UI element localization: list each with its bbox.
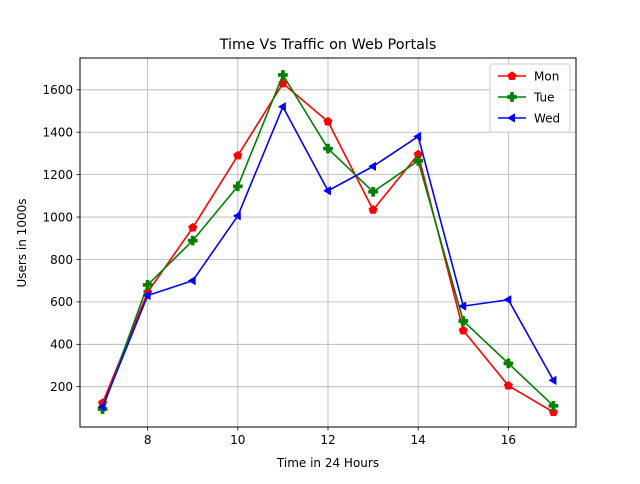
legend-label-mon: Mon: [534, 69, 559, 83]
legend-marker-tue: [507, 92, 517, 102]
legend-marker-mon: [507, 71, 517, 80]
y-axis-label: Users in 1000s: [15, 199, 29, 288]
legend-item-mon: Mon: [498, 69, 559, 83]
data-point-mon: [233, 150, 243, 160]
data-point-mon: [368, 205, 378, 214]
data-point-tue: [413, 156, 424, 166]
series-mon: [97, 78, 559, 417]
data-point-wed: [277, 102, 286, 112]
series-wed: [97, 102, 557, 412]
data-point-tue: [187, 235, 198, 246]
y-tick-label: 600: [50, 295, 73, 309]
data-point-mon: [503, 380, 513, 390]
x-tick-label: 10: [230, 433, 245, 447]
data-point-wed: [503, 295, 512, 305]
data-point-wed: [187, 275, 196, 286]
legend-item-wed: Wed: [498, 111, 560, 125]
data-point-wed: [97, 402, 106, 412]
chart-title: Time Vs Traffic on Web Portals: [219, 37, 437, 53]
data-point-mon: [188, 222, 198, 232]
data-point-tue: [548, 400, 559, 411]
series-group: [97, 70, 559, 417]
data-point-wed: [368, 161, 377, 172]
data-point-tue: [368, 186, 378, 197]
x-axis-label: Time in 24 Hours: [276, 456, 379, 470]
y-tick-label: 800: [50, 253, 73, 267]
y-tick-label: 400: [50, 338, 73, 352]
y-tick-label: 1000: [42, 210, 73, 224]
data-point-wed: [142, 290, 151, 301]
data-point-tue: [503, 358, 514, 369]
axes: 8 10 12 14 16 200 400 600 800 1000 1200 1400 1600: [42, 83, 516, 447]
y-tick-label: 1400: [42, 126, 73, 140]
legend-label-tue: Tue: [533, 90, 555, 104]
y-tick-label: 1600: [42, 83, 73, 97]
y-tick-label: 1200: [42, 168, 73, 182]
data-point-wed: [548, 375, 557, 386]
legend-label-wed: Wed: [534, 111, 560, 125]
legend-marker-wed: [507, 113, 515, 123]
data-point-tue: [458, 316, 469, 326]
x-tick-label: 12: [320, 433, 335, 447]
data-point-tue: [232, 181, 243, 192]
data-point-wed: [413, 131, 422, 142]
data-point-mon: [323, 116, 333, 126]
data-point-wed: [458, 301, 467, 311]
data-point-tue: [142, 280, 153, 290]
x-tick-label: 8: [144, 433, 152, 447]
legend-item-tue: Tue: [498, 90, 555, 104]
data-point-mon: [548, 407, 559, 417]
data-point-wed: [232, 211, 241, 221]
data-point-tue: [323, 143, 333, 154]
data-point-mon: [458, 325, 468, 335]
y-tick-label: 200: [50, 380, 73, 394]
data-point-wed: [323, 186, 331, 196]
x-tick-label: 14: [411, 433, 426, 447]
legend: Mon Tue Wed: [489, 63, 571, 133]
legend-box: [489, 63, 571, 133]
x-tick-label: 16: [501, 433, 516, 447]
data-point-tue: [278, 70, 288, 80]
